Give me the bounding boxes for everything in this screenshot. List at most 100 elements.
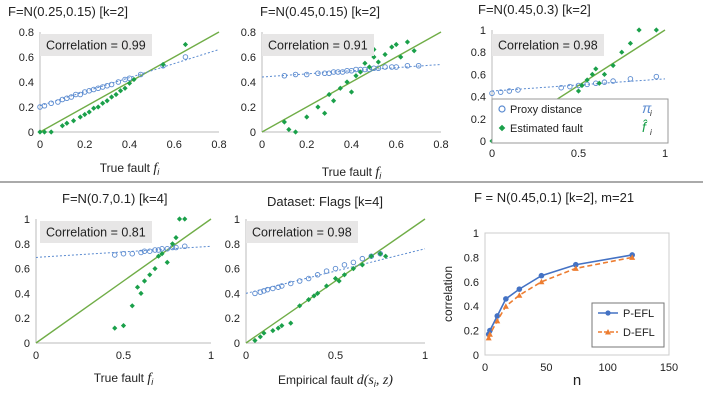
proxy-point (64, 95, 70, 101)
fault-point (281, 119, 287, 125)
series-point-D-EFL (538, 278, 545, 285)
series-point-P-EFL (538, 272, 545, 279)
x-tick-label: 0.5 (571, 148, 586, 160)
fault-point (147, 272, 153, 278)
proxy-point (41, 102, 48, 109)
proxy-trendline (35, 245, 212, 258)
proxy-point (108, 81, 115, 88)
proxy-point (653, 73, 660, 80)
fault-point (584, 77, 590, 83)
fault-point (261, 330, 267, 336)
proxy-point (281, 72, 288, 79)
legend-label: P-EFL (623, 308, 654, 320)
y-tick-label: 0.6 (225, 264, 240, 276)
legend-marker (605, 310, 611, 316)
legend-subscript: i (650, 109, 652, 118)
proxy-point (489, 90, 495, 97)
fault-point (252, 337, 258, 344)
proxy-point (155, 247, 162, 253)
fault-point (169, 241, 176, 247)
fault-point (344, 79, 350, 85)
fault-point (152, 266, 158, 272)
y-tick-label: 1 (480, 25, 486, 37)
fault-point (359, 262, 365, 268)
series-point-D-EFL (516, 292, 523, 298)
x-tick-label: 0.8 (211, 139, 226, 151)
proxy-point (375, 65, 382, 71)
proxy-point (558, 84, 564, 91)
fault-point (579, 82, 585, 89)
y-tick-label: 0.8 (19, 27, 34, 39)
fault-point (627, 40, 633, 46)
proxy-point (120, 250, 127, 257)
x-tick-label: 1 (662, 148, 668, 160)
proxy-point (257, 289, 264, 295)
correlation-label: Correlation = 0.91 (268, 39, 368, 53)
chart-panel-1: F=N(0.25,0.15) [k=2] 0 0.2 0.4 0.6 0.8 0 0.2 0.4… (8, 4, 227, 177)
fault-point (113, 91, 119, 98)
x-tick-label: 0 (243, 350, 249, 362)
fault-point (100, 100, 106, 106)
y-tick-label: 0 (250, 127, 256, 139)
fault-point (331, 98, 337, 104)
fault-point (357, 69, 364, 75)
y-tick-label: 0.4 (15, 288, 30, 300)
panel-title: Dataset: Flags [k=4] (267, 194, 383, 209)
fault-point (141, 278, 148, 284)
chart-panel-3: F=N(0.45,0.3) [k=2] 0 0.2 0.4 0.6 0.8 1 0 0.5 1 Co… (471, 2, 669, 160)
x-axis-label-symbol: f (375, 165, 381, 180)
x-tick-label: 0.5 (328, 350, 343, 362)
proxy-point (304, 71, 310, 78)
series-point-P-EFL (516, 286, 523, 292)
proxy-point (296, 278, 303, 284)
fault-point (286, 126, 292, 133)
x-tick-label: 0.6 (389, 139, 404, 151)
fault-point (122, 85, 128, 91)
correlation-box (262, 34, 374, 56)
fault-point (411, 48, 417, 54)
fault-point (64, 120, 70, 126)
proxy-point (264, 286, 271, 293)
proxy-point (90, 86, 97, 93)
proxy-point (68, 94, 75, 100)
proxy-point (321, 70, 328, 76)
fault-point (304, 114, 310, 120)
series-point-D-EFL (572, 265, 579, 271)
y-tick-label: 0.2 (15, 313, 30, 325)
proxy-point (341, 262, 348, 268)
proxy-point (252, 290, 258, 297)
correlation-label: Correlation = 0.98 (498, 39, 598, 53)
proxy-point (48, 100, 54, 106)
panel-title: F=N(0.25,0.15) [k=2] (8, 4, 128, 19)
fault-point (41, 129, 48, 135)
series-point-D-EFL (502, 303, 509, 309)
fault-point (336, 278, 342, 284)
correlation-box (40, 34, 152, 56)
correlation-box (492, 34, 604, 56)
x-axis-label-symbol: f (153, 161, 159, 176)
fault-point (95, 104, 101, 110)
proxy-point (610, 78, 616, 84)
correlation-box (40, 221, 152, 243)
y-tick-label: 0.8 (471, 47, 486, 59)
x-tick-label: 0.6 (167, 139, 182, 151)
y-tick-label: 0.6 (241, 52, 256, 64)
proxy-point (404, 63, 411, 69)
fault-point (164, 259, 170, 265)
y-tick-label: 0.2 (225, 313, 240, 325)
proxy-point (129, 250, 135, 257)
proxy-point (415, 63, 422, 69)
proxy-point (601, 79, 608, 85)
proxy-point (173, 244, 179, 251)
fault-point (362, 60, 368, 66)
fault-point (610, 62, 616, 69)
x-axis-label-tail: , z) (376, 373, 393, 388)
fault-point (306, 297, 312, 303)
panel-title: F=N(0.45,0.15) [k=2] (260, 4, 380, 19)
fault-point (104, 98, 110, 104)
x-tick-label: 1 (208, 350, 214, 362)
fault-point (257, 334, 263, 340)
proxy-point (261, 288, 267, 294)
x-tick-label: 0.4 (122, 139, 137, 151)
y-tick-label: 0.8 (464, 252, 479, 264)
